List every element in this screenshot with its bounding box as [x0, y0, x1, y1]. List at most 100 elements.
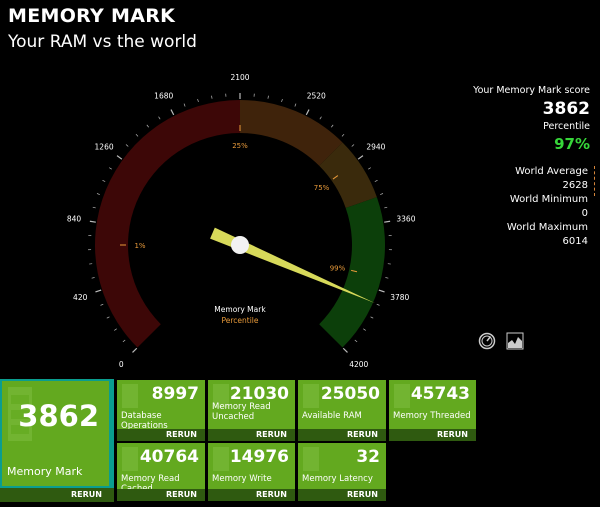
percentile-label: 99% [330, 264, 346, 272]
gauge-tick [108, 167, 112, 170]
gauge-tick-label: 2520 [307, 91, 326, 100]
memory-mark-tile[interactable]: 3862 Memory Mark RERUN [0, 379, 114, 502]
tile-value: 45743 [410, 384, 470, 404]
world-maximum-label: World Maximum [506, 222, 588, 233]
gauge-tick [183, 103, 186, 107]
speedometer-icon[interactable] [478, 332, 496, 350]
tile-memory-read-uncached[interactable]: 21030 Memory Read Uncached RERUN [208, 380, 295, 441]
gauge-zone [95, 100, 240, 348]
gauge-tick [132, 347, 138, 353]
gauge-tick-label: 4200 [349, 360, 368, 369]
gauge-center-label: Memory Mark [214, 305, 266, 314]
rerun-button[interactable]: RERUN [117, 489, 205, 501]
gauge-tick-label: 840 [67, 215, 82, 224]
gauge-tick [376, 303, 380, 306]
ram-module-icon [213, 384, 229, 408]
gauge-tick [341, 133, 345, 137]
tile-label: Database Operations [121, 411, 168, 431]
rerun-button[interactable]: RERUN [389, 429, 476, 441]
ram-module-icon [8, 387, 32, 441]
gauge-tick [170, 109, 175, 116]
world-minimum-label: World Minimum [509, 194, 588, 205]
tile-label: Memory Write [212, 474, 272, 484]
page-subtitle: Your RAM vs the world [8, 32, 197, 52]
gauge-tick [354, 339, 358, 343]
gauge-tick [331, 124, 334, 128]
gauge-tick [380, 193, 384, 195]
area-chart-icon[interactable] [506, 332, 524, 350]
gauge-tick [281, 98, 283, 103]
gauge-tick [319, 116, 322, 120]
rerun-button[interactable]: RERUN [298, 489, 386, 501]
gauge-zone [240, 100, 343, 166]
rerun-button[interactable]: RERUN [298, 429, 386, 441]
gauge-tick [357, 155, 364, 160]
tile-memory-write[interactable]: 14976 Memory Write RERUN [208, 443, 295, 501]
percentile-value: 97% [554, 135, 590, 153]
tile-label: Available RAM [302, 411, 362, 421]
tile-memory-threaded[interactable]: 45743 Memory Threaded RERUN [389, 380, 476, 441]
gauge-tick-label: 420 [73, 293, 88, 302]
percentile-label: 75% [314, 184, 330, 192]
world-stats: World Average 2628 World Minimum 0 World… [468, 165, 588, 249]
world-maximum-value: 6014 [562, 236, 588, 247]
tile-database-operations[interactable]: 8997 Database Operations RERUN [117, 380, 205, 441]
gauge-tick-label: 2940 [366, 142, 385, 151]
score-panel: Your Memory Mark score 3862 Percentile 9… [430, 84, 590, 154]
gauge-tick [158, 116, 161, 120]
memory-mark-gauge: 0 420 840 1260 1680 2100 2520 2940 3360 3780 4200 1… [67, 73, 416, 369]
gauge-needle [210, 227, 376, 304]
gauge-tick-label: 1260 [95, 142, 114, 151]
page-title: MEMORY MARK [8, 5, 176, 27]
gauge-tick [146, 124, 149, 128]
rerun-button[interactable]: RERUN [208, 489, 295, 501]
gauge-center-sublabel: Percentile [221, 316, 258, 325]
gauge-tick [374, 179, 378, 182]
gauge-tick [385, 277, 389, 279]
gauge-tick [384, 220, 391, 223]
memory-mark-rerun-button[interactable]: RERUN [0, 488, 114, 502]
gauge-tick [125, 144, 129, 147]
gauge-tick [135, 133, 139, 137]
gauge-tick [305, 109, 310, 116]
ram-module-icon [213, 447, 229, 471]
memory-mark-tile-value: 3862 [18, 399, 99, 433]
score-value: 3862 [542, 99, 590, 119]
gauge-tick [91, 277, 95, 279]
tile-label: Memory Read Uncached [212, 402, 271, 422]
gauge-tick-label: 2100 [230, 73, 249, 82]
tile-available-ram[interactable]: 25050 Available RAM RERUN [298, 380, 386, 441]
ram-module-icon [394, 384, 410, 408]
rerun-button[interactable]: RERUN [117, 429, 205, 441]
gauge-tick [92, 206, 96, 209]
gauge-tick [378, 289, 385, 293]
gauge-tick [102, 179, 106, 182]
gauge-tick [89, 220, 96, 223]
percentile-tick [332, 175, 339, 180]
tile-memory-latency[interactable]: 32 Memory Latency RERUN [298, 443, 386, 501]
gauge-tick [96, 193, 100, 195]
gauge-tick [211, 95, 213, 99]
gauge-tick [114, 328, 117, 331]
tile-memory-read-cached[interactable]: 40764 Memory Read Cached RERUN [117, 443, 205, 501]
gauge-tick-label: 1680 [154, 91, 173, 100]
ram-module-icon [303, 447, 319, 471]
ram-module-icon [303, 384, 319, 408]
gauge-tick [95, 289, 102, 293]
tile-value: 32 [356, 447, 380, 467]
gauge-tick-label: 3780 [390, 293, 409, 302]
tile-label: Memory Latency [302, 474, 373, 484]
world-average-label: World Average [515, 166, 588, 177]
tile-value: 14976 [229, 447, 289, 467]
gauge-zone [319, 197, 385, 348]
world-indicator-line [594, 166, 595, 196]
gauge-tick [370, 316, 374, 319]
world-minimum-value: 0 [581, 208, 588, 219]
percentile-label: 1% [134, 242, 145, 250]
gauge-tick [384, 206, 388, 209]
tile-value: 8997 [151, 384, 199, 404]
ram-module-icon [122, 447, 138, 471]
tile-label: Memory Threaded [393, 411, 471, 421]
percentile-tick [351, 269, 358, 273]
rerun-button[interactable]: RERUN [208, 429, 295, 441]
